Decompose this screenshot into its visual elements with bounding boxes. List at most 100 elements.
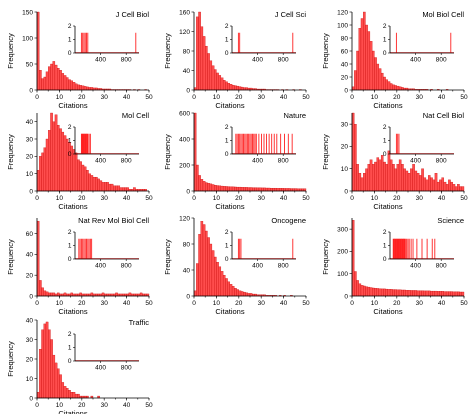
histogram-bar xyxy=(43,76,47,91)
inset-y-tick-label: 0 xyxy=(225,151,229,158)
histogram-bar xyxy=(57,68,60,91)
y-axis-title: Frequency xyxy=(6,33,15,69)
y-tick-label: 0 xyxy=(29,87,33,94)
inset-x-tick-label: 800 xyxy=(278,158,289,165)
histogram-bar xyxy=(79,161,82,192)
y-tick-label: 200 xyxy=(179,162,190,169)
y-tick-label: 10 xyxy=(26,376,34,383)
histogram-bar xyxy=(211,250,215,297)
histogram-bar xyxy=(374,57,377,91)
histogram-bar xyxy=(423,290,427,297)
inset-y-tick-label: 2 xyxy=(225,229,229,236)
histogram-bar xyxy=(369,41,373,91)
histogram-bar xyxy=(68,142,71,192)
histogram-bar xyxy=(99,180,103,192)
histogram-bar xyxy=(450,291,453,297)
histogram-bar xyxy=(63,386,67,399)
panel-title: Mol Cell xyxy=(122,111,149,120)
histogram-bar xyxy=(202,181,206,192)
y-tick-label: 0 xyxy=(186,188,190,195)
inset-plot: 0 1 2 400 800 xyxy=(68,23,139,64)
histogram-bar xyxy=(443,291,447,297)
inset-x-tick-label: 400 xyxy=(95,57,106,64)
x-tick-label: 0 xyxy=(192,300,196,307)
histogram-bar xyxy=(380,72,384,91)
panel-title: Nat Cell Biol xyxy=(423,111,465,120)
histogram-bar xyxy=(403,168,406,192)
x-tick-label: 0 xyxy=(35,402,39,409)
y-tick-label: 20 xyxy=(26,356,34,363)
x-tick-label: 50 xyxy=(302,195,310,202)
histogram-bar xyxy=(281,188,284,192)
x-tick-label: 10 xyxy=(56,195,64,202)
y-tick-label: 0 xyxy=(344,188,348,195)
histogram-bar xyxy=(63,292,67,297)
x-tick-label: 40 xyxy=(123,402,131,409)
histogram-bar xyxy=(205,230,208,297)
histogram-bar xyxy=(218,185,222,192)
inset-y-tick-label: 0 xyxy=(225,50,229,57)
histogram-bar xyxy=(236,85,239,91)
histogram-bar xyxy=(414,290,418,297)
inset-y-tick-label: 1 xyxy=(383,138,387,145)
histogram-bar xyxy=(383,161,386,192)
histogram-bar xyxy=(54,362,58,399)
histogram-bar xyxy=(225,81,228,91)
histogram-bar xyxy=(205,182,208,192)
histogram-bar xyxy=(229,84,233,91)
histogram-bar xyxy=(457,184,460,192)
histogram-bar xyxy=(209,183,213,192)
histogram-bar xyxy=(385,164,388,192)
histogram-bar xyxy=(229,284,233,297)
histogram-bar xyxy=(459,186,462,192)
histogram-bar xyxy=(48,66,51,91)
x-tick-label: 50 xyxy=(145,300,153,307)
histogram-bar xyxy=(39,280,42,297)
histogram-bar xyxy=(198,175,201,192)
histogram-bar xyxy=(50,292,53,297)
inset-y-tick-label: 1 xyxy=(225,243,229,250)
y-tick-label: 40 xyxy=(341,61,349,68)
histogram-bar xyxy=(41,329,44,399)
histogram-panel-7: 0 10 20 30 40 5004080120CitationsFrequencyOnc… xyxy=(163,215,310,316)
x-tick-label: 20 xyxy=(78,300,86,307)
y-axis-title: Frequency xyxy=(321,33,330,69)
histogram-bar xyxy=(57,292,60,297)
histogram-bar xyxy=(459,291,462,297)
y-tick-label: 100 xyxy=(22,35,33,42)
histogram-bar xyxy=(369,287,373,297)
y-tick-label: 10 xyxy=(341,166,349,173)
y-tick-label: 300 xyxy=(337,226,348,233)
x-tick-label: 30 xyxy=(416,195,424,202)
histogram-bar xyxy=(220,271,224,297)
histogram-bar xyxy=(61,382,65,399)
y-tick-label: 30 xyxy=(26,136,34,143)
inset-y-tick-label: 2 xyxy=(225,23,229,30)
histogram-bar xyxy=(196,263,199,297)
histogram-bar xyxy=(207,53,210,91)
histogram-bar xyxy=(72,149,76,192)
y-tick-label: 40 xyxy=(26,317,34,324)
histogram-bar xyxy=(43,323,47,399)
inset-x-tick-label: 400 xyxy=(95,158,106,165)
histogram-bar xyxy=(394,85,397,91)
y-axis-title: Frequency xyxy=(163,134,172,170)
histogram-bar xyxy=(367,286,371,297)
x-tick-label: 50 xyxy=(460,195,468,202)
x-tick-label: 20 xyxy=(235,300,243,307)
histogram-bar xyxy=(278,188,282,192)
histogram-bar xyxy=(72,391,76,399)
histogram-bar xyxy=(270,187,273,192)
histogram-bar xyxy=(222,186,226,192)
histogram-bar xyxy=(115,185,118,192)
x-tick-label: 20 xyxy=(393,94,401,101)
histogram-bar xyxy=(376,63,380,91)
histogram-bar xyxy=(50,112,53,192)
inset-x-tick-label: 800 xyxy=(278,57,289,64)
panel-title: Nature xyxy=(283,111,306,120)
x-tick-label: 0 xyxy=(350,300,354,307)
histogram-bar xyxy=(421,168,424,192)
histogram-bar xyxy=(363,11,366,91)
histogram-bar xyxy=(48,292,51,297)
